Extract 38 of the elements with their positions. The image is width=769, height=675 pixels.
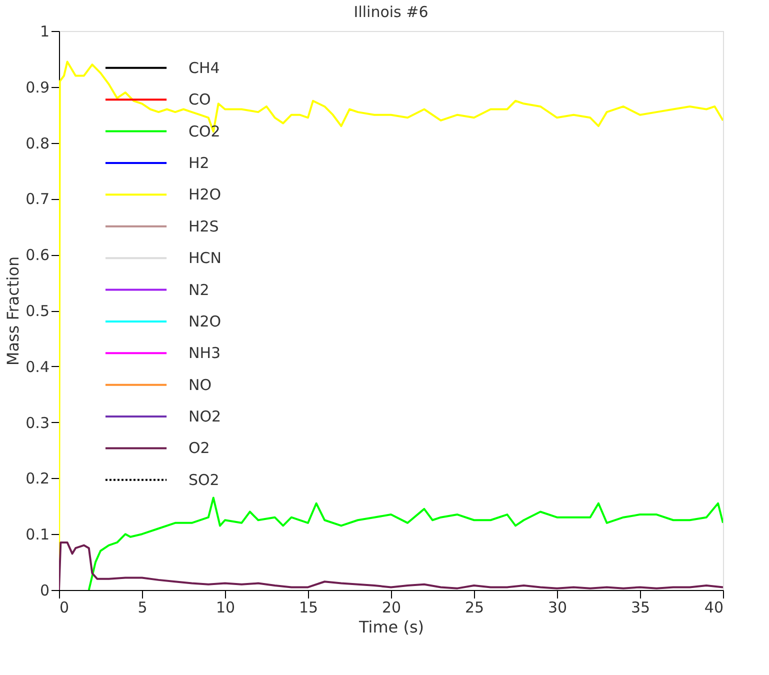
legend-label: H2S xyxy=(188,217,219,236)
y-tick-label: 0.5 xyxy=(26,302,50,320)
x-tick-label: 10 xyxy=(216,598,236,616)
y-tick-label: 0.7 xyxy=(26,190,50,208)
y-tick-label: 0.1 xyxy=(26,526,50,544)
x-tick-label: 0 xyxy=(60,598,70,616)
legend-label: CO xyxy=(188,90,211,109)
legend-label: NH3 xyxy=(188,344,221,362)
y-tick-label: 0.2 xyxy=(26,470,50,488)
y-tick-label: 1 xyxy=(40,22,50,40)
x-tick-label: 15 xyxy=(298,598,318,616)
y-tick-label: 0.4 xyxy=(26,358,50,376)
y-tick-label: 0.9 xyxy=(26,78,50,96)
y-axis-title: Mass Fraction xyxy=(4,256,23,366)
legend-label: H2O xyxy=(188,186,222,204)
x-tick-label: 25 xyxy=(464,598,484,616)
legend-label: NO xyxy=(188,376,212,394)
legend-label: N2 xyxy=(188,280,210,299)
line-series xyxy=(88,496,723,590)
x-axis-title: Time (s) xyxy=(358,618,424,636)
legend-label: N2O xyxy=(188,312,222,330)
y-tick-label: 0.6 xyxy=(26,246,50,264)
legend-label: H2 xyxy=(188,154,210,172)
y-tick-label: 0.8 xyxy=(26,134,50,152)
legend-label: SO2 xyxy=(188,470,220,489)
x-tick-label: 40 xyxy=(704,598,724,616)
x-tick-label: 35 xyxy=(630,598,650,616)
x-tick-label: 5 xyxy=(138,598,148,616)
x-tick-label: 20 xyxy=(382,598,402,616)
legend-label: CO2 xyxy=(188,122,220,140)
chart-title: Illinois #6 xyxy=(354,3,428,21)
legend-label: NO2 xyxy=(188,408,222,426)
x-tick-label: 30 xyxy=(548,598,568,616)
y-tick-label: 0.3 xyxy=(26,414,50,432)
legend-label: CH4 xyxy=(188,58,220,77)
y-tick-label: 0 xyxy=(40,582,50,600)
legend-label: O2 xyxy=(188,439,210,458)
legend-label: HCN xyxy=(188,249,222,268)
